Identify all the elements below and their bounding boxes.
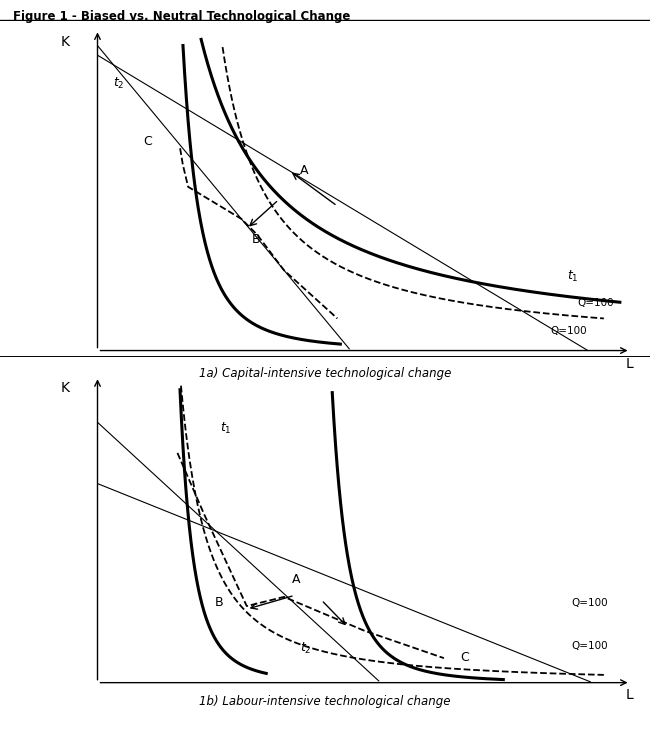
Text: K: K: [60, 381, 69, 395]
Text: Q=100: Q=100: [572, 641, 608, 651]
Text: 1b) Labour-intensive technological change: 1b) Labour-intensive technological chang…: [200, 695, 450, 708]
Text: $t_1$: $t_1$: [567, 269, 578, 284]
Text: 1a) Capital-intensive technological change: 1a) Capital-intensive technological chan…: [199, 367, 451, 380]
Text: $t_1$: $t_1$: [220, 421, 232, 435]
Text: B: B: [214, 596, 224, 609]
Text: Q=100: Q=100: [577, 297, 614, 308]
Text: L: L: [625, 689, 633, 703]
Text: C: C: [143, 135, 151, 148]
Text: Q=100: Q=100: [572, 598, 608, 608]
Text: Q=100: Q=100: [551, 326, 587, 337]
Text: B: B: [252, 233, 261, 246]
Text: $t_2$: $t_2$: [114, 76, 125, 92]
Text: $t_2$: $t_2$: [300, 641, 311, 656]
Text: K: K: [60, 35, 69, 49]
Text: Figure 1 - Biased vs. Neutral Technological Change: Figure 1 - Biased vs. Neutral Technologi…: [13, 10, 350, 23]
Text: A: A: [300, 164, 309, 177]
Text: L: L: [625, 357, 633, 371]
Text: C: C: [460, 651, 469, 664]
Text: A: A: [292, 573, 300, 586]
